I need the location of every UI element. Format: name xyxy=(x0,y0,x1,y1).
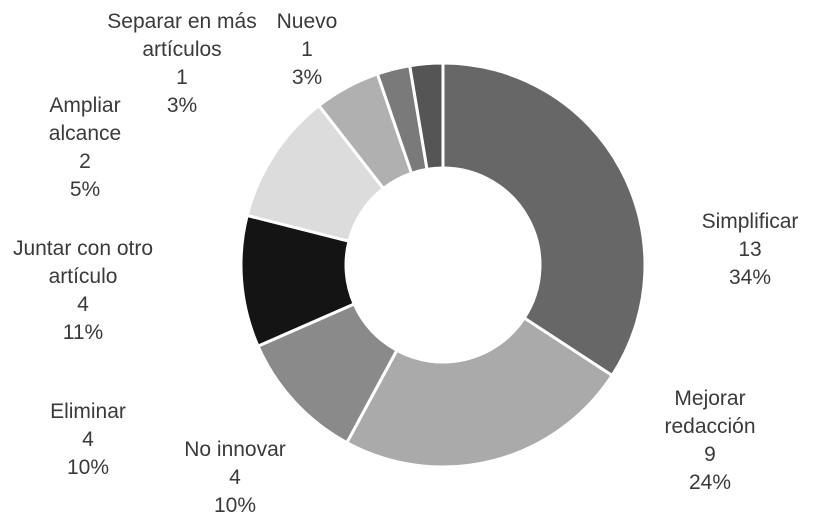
slice-label: Eliminar 4 10% xyxy=(28,398,148,482)
label-percent: 3% xyxy=(291,66,323,89)
label-value: 4 xyxy=(82,428,94,451)
label-value: 4 xyxy=(77,293,89,316)
label-category: Ampliar alcance xyxy=(48,94,122,145)
label-percent: 10% xyxy=(213,494,257,517)
label-value: 2 xyxy=(79,150,91,173)
label-percent: 24% xyxy=(688,471,732,494)
label-category: Eliminar xyxy=(50,400,126,423)
label-category: Separar en más artículos xyxy=(107,10,257,61)
donut-slice xyxy=(408,61,445,172)
slice-label: No innovar 4 10% xyxy=(165,436,305,520)
label-value: 4 xyxy=(229,466,241,489)
slice-label: Mejorar redacción 9 24% xyxy=(650,385,770,497)
label-value: 13 xyxy=(738,238,762,261)
label-category: Nuevo xyxy=(276,10,338,33)
label-category: Juntar con otro artículo xyxy=(12,237,154,288)
slice-label: Nuevo 1 3% xyxy=(257,8,357,92)
label-percent: 5% xyxy=(69,178,101,201)
slice-label: Ampliar alcance 2 5% xyxy=(30,92,140,204)
label-percent: 34% xyxy=(728,266,772,289)
label-category: Mejorar redacción xyxy=(664,387,756,438)
label-value: 9 xyxy=(704,443,716,466)
slice-label: Separar en más artículos 1 3% xyxy=(102,8,262,120)
label-value: 1 xyxy=(176,66,188,89)
label-category: Simplificar xyxy=(701,210,799,233)
slice-label: Simplificar 13 34% xyxy=(680,208,815,292)
label-value: 1 xyxy=(301,38,313,61)
label-percent: 3% xyxy=(166,94,198,117)
donut-slice xyxy=(344,315,615,469)
label-category: No innovar xyxy=(184,438,286,461)
slice-label: Juntar con otro artículo 4 11% xyxy=(3,235,163,347)
label-percent: 10% xyxy=(66,456,110,479)
label-percent: 11% xyxy=(62,321,104,344)
donut-slice xyxy=(441,61,647,378)
